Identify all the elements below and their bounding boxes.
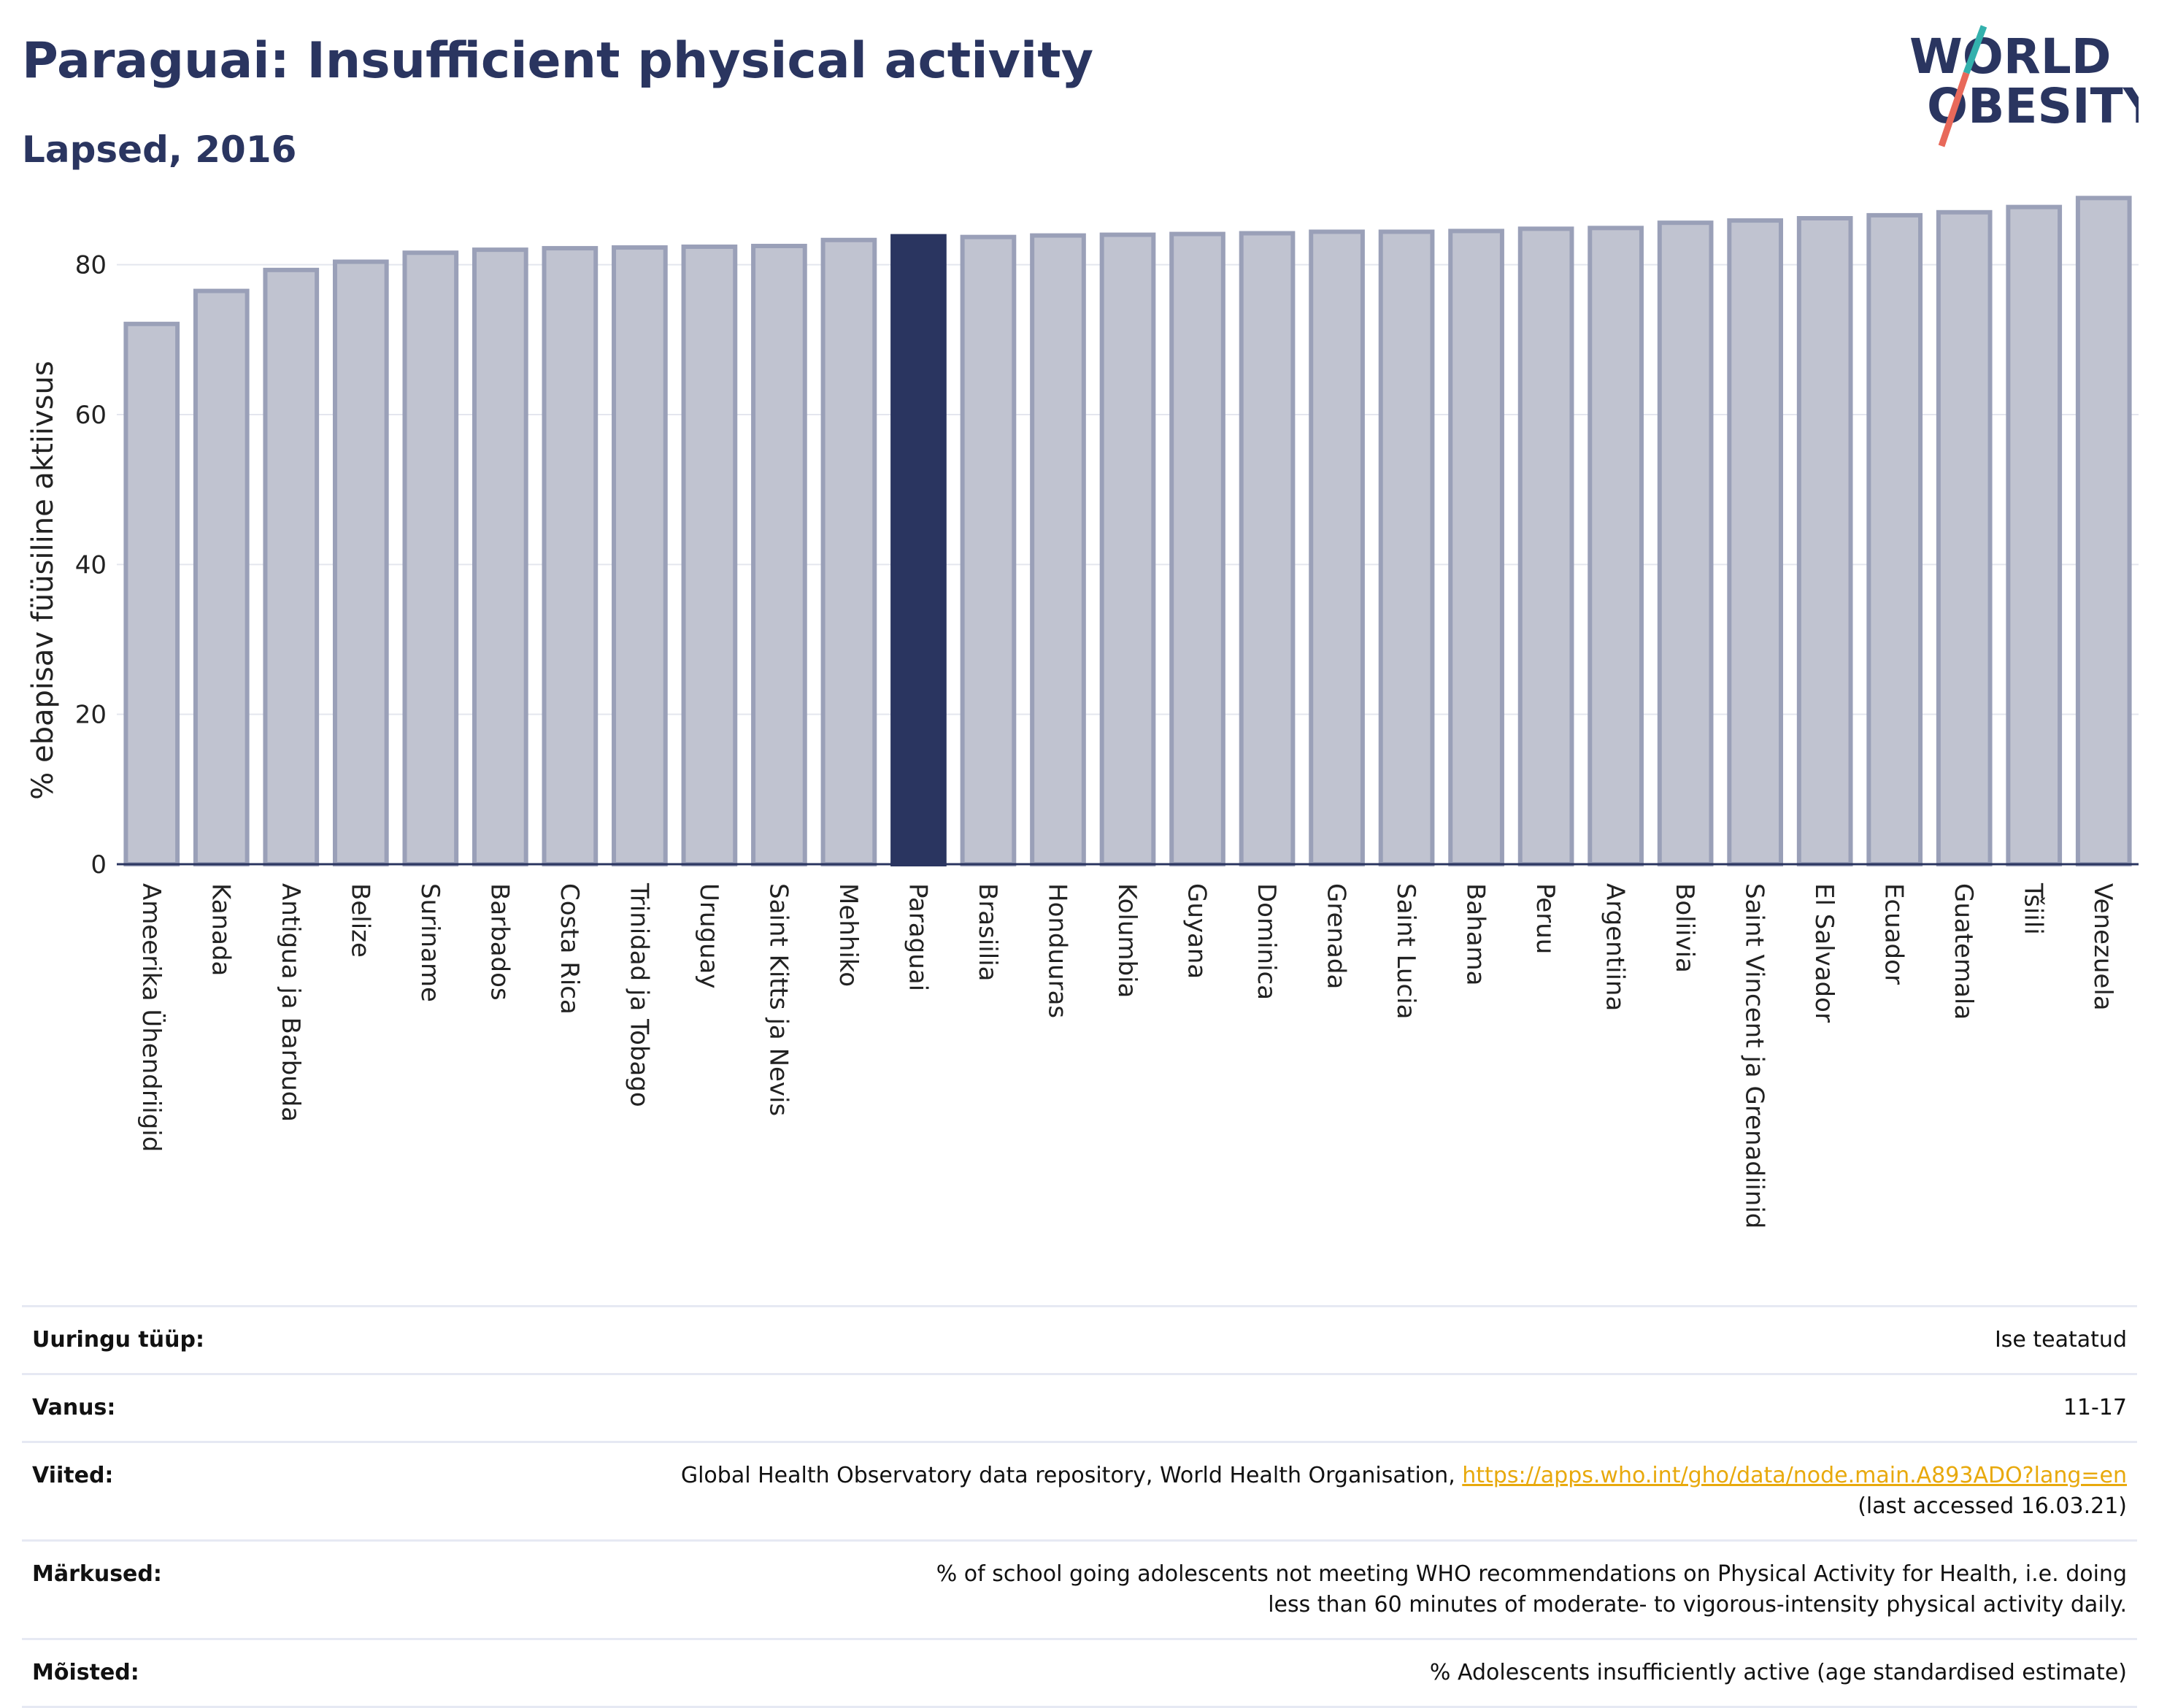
x-category-label: Boliivia [1670, 883, 1699, 973]
x-axis-categories: Ameerika Ühendriigid Kanada Antigua ja Bar… [136, 882, 2117, 1228]
bar [1448, 228, 1504, 866]
bar [1169, 231, 1225, 867]
bar [1309, 229, 1365, 866]
y-tick-label: 80 [75, 251, 107, 280]
x-category-label: Uruguay [694, 883, 723, 989]
x-category-label: Kolumbia [1112, 883, 1142, 998]
x-category-label: Guyana [1182, 883, 1212, 979]
y-tick-label: 60 [75, 401, 107, 430]
bar [1657, 220, 1714, 866]
y-tick-label: 0 [91, 850, 107, 880]
bar [2075, 196, 2132, 866]
metadata-table: Uuringu tüüp: Ise teatatud Vanus: 11-17 … [22, 1305, 2137, 1708]
reference-accessed: (last accessed 16.03.21) [1858, 1493, 2127, 1519]
x-category-label: Guatemala [1949, 883, 1978, 1020]
logo-line1: WORLD [1909, 28, 2112, 85]
bar [193, 288, 250, 867]
metadata-value: % of school going adolescents not meetin… [936, 1561, 2127, 1617]
x-category-label: Grenada [1322, 883, 1351, 989]
bar [332, 259, 389, 866]
metadata-key: Uuringu tüüp: [32, 1327, 204, 1353]
y-tick-label: 20 [75, 701, 107, 730]
metadata-row: Uuringu tüüp: Ise teatatud [22, 1306, 2137, 1374]
metadata-row: Mõisted: % Adolescents insufficiently ac… [22, 1639, 2137, 1707]
metadata-value: % Adolescents insufficiently active (age… [1429, 1660, 2127, 1685]
metadata-row: Viited: Global Health Observatory data r… [22, 1442, 2137, 1541]
bar [751, 244, 807, 866]
bar [1517, 226, 1574, 866]
world-obesity-logo: WORLD OBESITY [1909, 25, 2139, 147]
x-category-label: Saint Lucia [1391, 883, 1420, 1019]
bar [1030, 233, 1086, 867]
bar [2006, 204, 2063, 866]
metadata-key: Viited: [32, 1463, 114, 1488]
metadata-key: Märkused: [32, 1561, 162, 1587]
x-category-label: Honduuras [1042, 883, 1071, 1018]
bar [681, 245, 738, 866]
metadata-key: Mõisted: [32, 1660, 139, 1685]
y-tick-label: 40 [75, 550, 107, 580]
x-category-label: El Salvador [1809, 883, 1839, 1023]
y-axis-ticks: 0 20 40 60 80 [75, 251, 107, 880]
reference-text: Global Health Observatory data repositor… [680, 1463, 1463, 1488]
bar [472, 247, 528, 866]
bar [1099, 232, 1156, 867]
page-title: Paraguai: Insufficient physical activity [22, 32, 1094, 90]
x-category-label: Suriname [415, 883, 445, 1002]
x-category-label: Saint Kitts ja Nevis [763, 883, 793, 1116]
x-category-label: Dominica [1252, 883, 1281, 1000]
bar [542, 246, 599, 866]
x-category-label: Belize [345, 883, 374, 958]
page-subtitle: Lapsed, 2016 [22, 128, 297, 171]
bar [1727, 218, 1783, 866]
x-category-label: Mehhiko [834, 883, 863, 987]
x-category-label: Ameerika Ühendriigid [136, 883, 166, 1152]
metadata-row: Vanus: 11-17 [22, 1374, 2137, 1442]
x-category-label: Argentiina [1601, 883, 1630, 1011]
metadata-value-references: Global Health Observatory data repositor… [349, 1442, 2137, 1541]
metadata-key: Vanus: [32, 1395, 116, 1420]
logo-slash-teal [1963, 25, 1987, 74]
bar [1866, 212, 1923, 866]
x-category-label: Costa Rica [555, 883, 584, 1015]
bar [1239, 231, 1296, 866]
metadata-value: Ise teatatud [1994, 1327, 2127, 1353]
x-category-label: Paraguai [903, 883, 932, 991]
bar [1588, 226, 1644, 866]
bar [402, 250, 459, 866]
bar [123, 321, 180, 867]
bar [263, 267, 320, 866]
bar [1796, 216, 1853, 867]
bar [1378, 229, 1435, 866]
x-category-label: Kanada [206, 883, 235, 976]
bar-highlight [890, 234, 947, 866]
x-category-label: Tšiili [2019, 882, 2048, 935]
metadata-row: Märkused: % of school going adolescents … [22, 1540, 2137, 1639]
bar-chart: 0 20 40 60 80 Ameerika Ühendriigid Kanada Anti… [26, 196, 2139, 1228]
x-category-label: Saint Vincent ja Grenadiinid [1740, 883, 1769, 1228]
x-category-label: Brasiilia [973, 883, 1002, 981]
x-category-label: Venezuela [2088, 883, 2117, 1011]
metadata-value: 11-17 [2063, 1395, 2127, 1420]
reference-link[interactable]: https://apps.who.int/gho/data/node.main.… [1462, 1463, 2127, 1488]
x-category-label: Bahama [1461, 883, 1490, 986]
x-category-label: Antigua ja Barbuda [276, 883, 305, 1122]
x-category-label: Ecuador [1879, 883, 1909, 985]
bar [612, 245, 668, 866]
chart-bars [123, 196, 2132, 867]
x-category-label: Barbados [485, 883, 514, 1001]
bar [820, 237, 877, 866]
x-category-label: Trinidad ja Tobago [624, 882, 653, 1107]
logo-slash-red [1938, 72, 1970, 147]
bar [1936, 209, 1993, 866]
bar [960, 234, 1017, 866]
y-axis-label: % ebapisav füüsiline aktiivsus [26, 361, 60, 799]
x-category-label: Peruu [1531, 883, 1560, 954]
